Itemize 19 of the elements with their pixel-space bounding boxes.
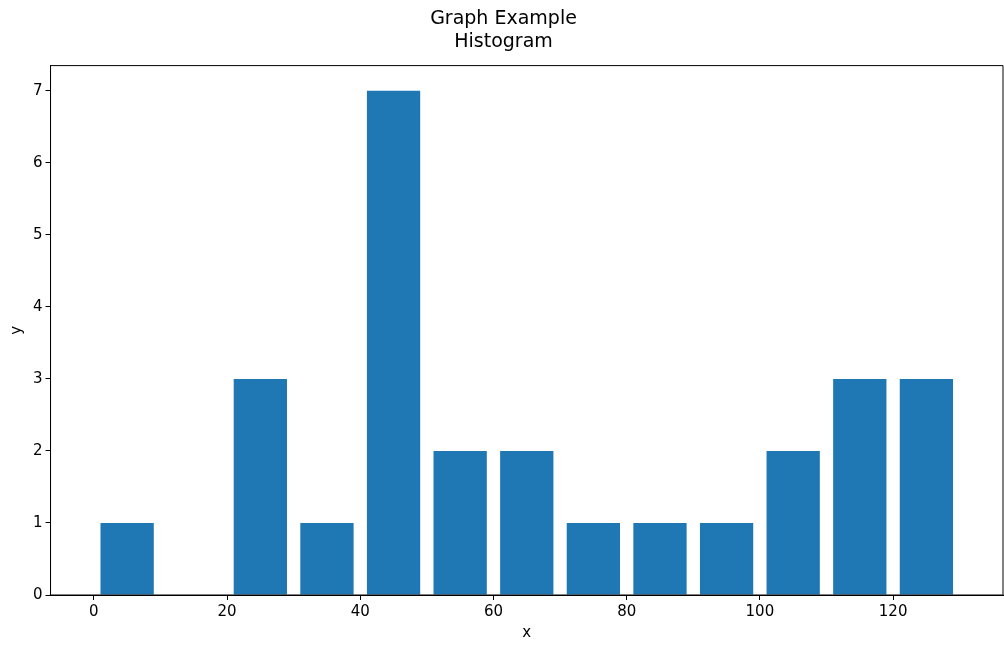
y-axis-title: y	[6, 325, 25, 335]
x-tick-label: 80	[617, 601, 637, 620]
y-tick-label: 4	[33, 296, 43, 315]
y-tick-label: 2	[33, 440, 43, 459]
x-axis-title: x	[522, 622, 532, 641]
chart-title: Graph Example	[430, 6, 577, 29]
y-tick-label: 5	[33, 224, 43, 243]
y-tick-label: 1	[33, 512, 43, 531]
x-tick-label: 20	[217, 601, 237, 620]
x-tick-label: 120	[878, 601, 908, 620]
x-tick-label: 40	[350, 601, 370, 620]
x-tick-label: 0	[89, 601, 99, 620]
x-tick-label: 100	[745, 601, 775, 620]
y-tick-label: 0	[33, 584, 43, 603]
x-tick-label: 60	[483, 601, 504, 620]
y-tick-label: 7	[33, 80, 43, 99]
y-tick-label: 3	[33, 368, 43, 387]
chart-subtitle: Histogram	[454, 29, 553, 52]
y-tick-label: 6	[33, 152, 43, 171]
